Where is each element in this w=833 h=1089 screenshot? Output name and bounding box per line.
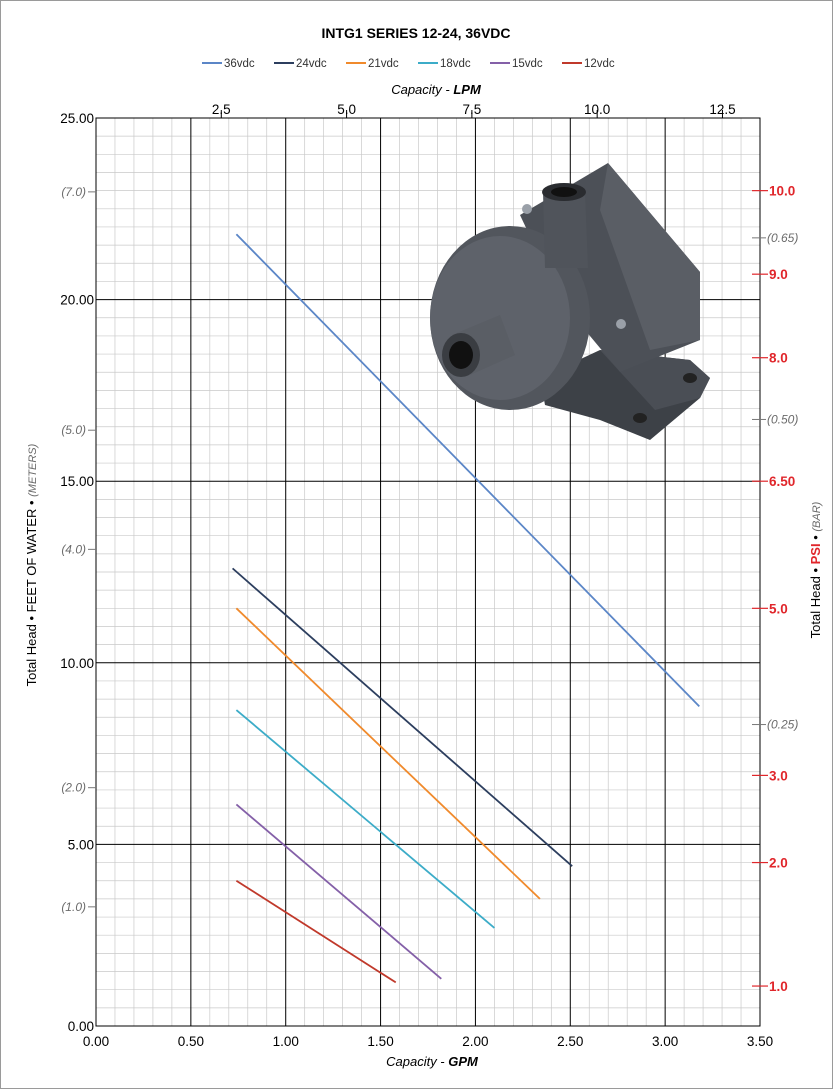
lpm-tick-label: 2.5 [212,102,231,117]
psi-tick-label: 2.0 [769,856,788,871]
lpm-tick-label: 10.0 [584,102,610,117]
right-axis-title-sep: • [808,532,823,544]
legend-label-21vdc: 21vdc [368,58,399,70]
top-axis-title-prefix: Capacity - [391,82,453,97]
pump-image [430,163,710,440]
right-axis-title-psi: PSI [808,543,823,564]
top-axis-title: Capacity - LPM [391,82,482,97]
series-line-36vdc [235,233,700,708]
legend-label-18vdc: 18vdc [440,58,471,70]
legend-label-12vdc: 12vdc [584,58,615,70]
y-tick-label: 10.00 [60,656,94,671]
y-tick-label: 20.00 [60,293,94,308]
right-axis-title: Total Head • PSI • (BAR) [808,501,823,638]
top-axis-title-unit: LPM [453,82,482,97]
psi-tick-label: 8.0 [769,351,788,366]
meter-tick-label: (7.0) [61,185,86,199]
bar-tick-label: (0.50) [767,412,798,426]
x-tick-label: 0.00 [83,1034,109,1049]
legend-label-15vdc: 15vdc [512,58,543,70]
psi-tick-label: 6.50 [769,474,795,489]
lpm-tick-label: 12.5 [709,102,735,117]
series-line-24vdc [232,567,573,867]
bottom-axis-title: Capacity - GPM [386,1054,479,1069]
y-tick-label: 25.00 [60,111,94,126]
bottom-axis-title-unit: GPM [448,1054,479,1069]
bar-tick-label: (0.25) [767,718,798,732]
meter-tick-label: (2.0) [61,781,86,795]
left-axis-title-main: Total Head • FEET OF WATER • [24,497,39,686]
series-lines [232,233,700,984]
meter-tick-label: (4.0) [61,542,86,556]
tick-marks [88,110,768,987]
x-tick-label: 1.50 [367,1034,393,1049]
series-line-12vdc [235,879,397,984]
series-line-21vdc [235,607,541,900]
legend-label-36vdc: 36vdc [224,58,255,70]
y-tick-label: 5.00 [68,837,94,852]
meter-tick-label: (1.0) [61,900,86,914]
y-tick-label: 15.00 [60,474,94,489]
bottom-axis-title-prefix: Capacity - [386,1054,448,1069]
chart-title: INTG1 SERIES 12-24, 36VDC [321,25,510,41]
x-tick-label: 2.50 [557,1034,583,1049]
legend: 36vdc 24vdc 21vdc 18vdc 15vdc 12vdc [202,58,615,70]
lpm-tick-label: 5.0 [337,102,356,117]
x-tick-label: 2.00 [462,1034,488,1049]
psi-tick-label: 3.0 [769,768,788,783]
psi-tick-label: 5.0 [769,601,788,616]
psi-tick-label: 1.0 [769,979,788,994]
tick-labels: 0.00 0.50 1.00 1.50 2.00 2.50 3.00 3.50 0.00 5.00… [60,102,798,1049]
left-axis-title: Total Head • FEET OF WATER • (METERS) [24,443,39,686]
series-line-18vdc [235,709,495,929]
series-line-15vdc [235,803,442,980]
left-axis-title-unit: (METERS) [27,443,39,497]
right-axis-title-unit: (BAR) [811,501,823,531]
bar-tick-label: (0.65) [767,231,798,245]
plot-border [95,117,761,1027]
psi-tick-label: 10.0 [769,184,795,199]
x-tick-label: 3.00 [652,1034,678,1049]
meter-tick-label: (5.0) [61,423,86,437]
x-tick-label: 0.50 [178,1034,204,1049]
y-tick-label: 0.00 [68,1019,94,1034]
lpm-tick-label: 7.5 [462,102,481,117]
x-tick-label: 3.50 [747,1034,773,1049]
legend-label-24vdc: 24vdc [296,58,327,70]
right-axis-title-prefix: Total Head • [808,564,823,638]
psi-tick-label: 9.0 [769,267,788,282]
x-tick-label: 1.00 [273,1034,299,1049]
